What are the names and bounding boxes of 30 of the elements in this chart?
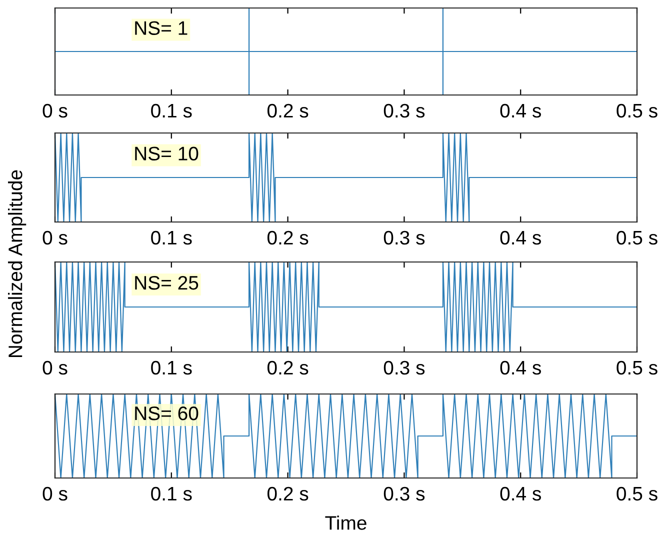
x-tick-label: 0.5 s xyxy=(616,486,658,501)
x-tick-label: 0.2 s xyxy=(267,360,308,375)
x-tick-label: 0.1 s xyxy=(151,360,192,375)
annotation: NS= 10 xyxy=(135,146,198,160)
x-tick-label: 0.5 s xyxy=(616,230,658,245)
x-tick-label: 0.1 s xyxy=(151,486,192,501)
x-tick-label: 0 s xyxy=(42,486,68,501)
annotation: NS= 60 xyxy=(135,406,198,420)
x-tick-label: 0 s xyxy=(42,360,68,375)
x-tick-label: 0.2 s xyxy=(267,230,308,245)
x-tick-label: 0.3 s xyxy=(384,230,425,245)
y-axis-title: Normalized Amplitude xyxy=(8,170,26,357)
x-tick-label: 0.4 s xyxy=(500,486,541,501)
x-tick-label: 0.2 s xyxy=(267,486,308,501)
x-tick-label: 0.3 s xyxy=(384,486,425,501)
x-tick-label: 0 s xyxy=(42,230,68,245)
x-tick-label: 0.2 s xyxy=(267,104,308,118)
x-tick-label: 0.5 s xyxy=(616,360,658,375)
x-tick-label: 0 s xyxy=(42,104,68,118)
x-tick-label: 0.5 s xyxy=(616,104,658,118)
x-tick-label: 0.4 s xyxy=(500,360,541,375)
x-tick-label: 0.3 s xyxy=(384,104,425,118)
x-axis-title: Time xyxy=(325,516,366,530)
x-tick-label: 0.4 s xyxy=(500,230,541,245)
x-tick-label: 0.1 s xyxy=(151,230,192,245)
x-tick-label: 0.1 s xyxy=(151,104,192,118)
x-tick-label: 0.4 s xyxy=(500,104,541,118)
annotation: NS= 1 xyxy=(135,21,188,35)
annotation: NS= 25 xyxy=(135,276,198,290)
x-tick-label: 0.3 s xyxy=(384,360,425,375)
